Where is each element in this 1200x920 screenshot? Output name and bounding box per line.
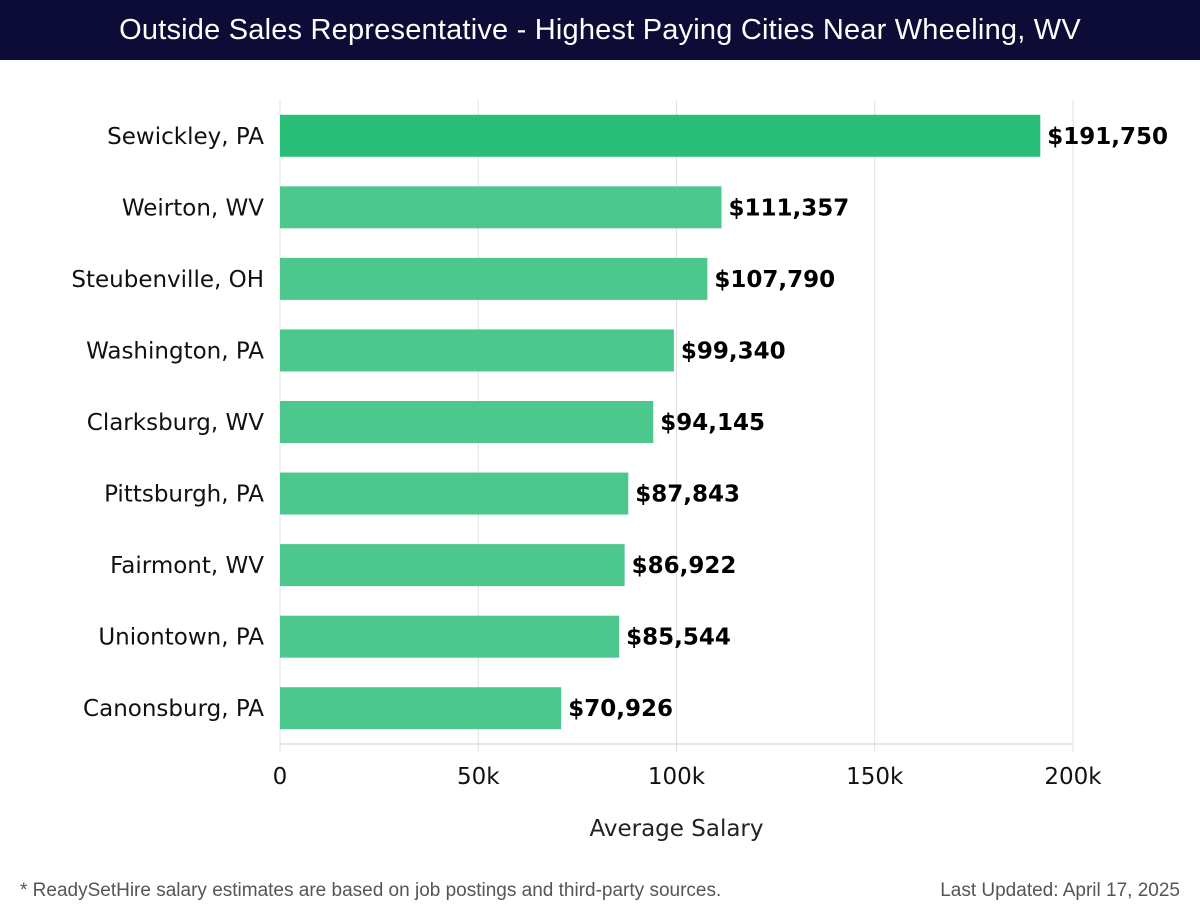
value-label: $86,922 [632,553,737,579]
x-tick-label: 150k [846,764,904,790]
category-label: Steubenville, OH [71,267,264,293]
footnote: * ReadySetHire salary estimates are base… [20,880,722,901]
bar [280,114,1041,157]
bar [280,687,562,730]
value-label: $191,750 [1047,124,1168,150]
value-label: $99,340 [681,338,786,364]
bar [280,544,625,587]
category-label: Washington, PA [86,338,264,364]
bar [280,257,708,300]
bar [280,329,674,372]
category-label: Clarksburg, WV [87,410,264,436]
x-tick-label: 200k [1044,764,1102,790]
category-label: Sewickley, PA [107,124,264,150]
value-label: $87,843 [635,482,740,508]
category-label: Weirton, WV [122,195,264,221]
bar [280,615,620,658]
value-label: $94,145 [660,410,765,436]
bar [280,472,629,515]
bar-chart: Sewickley, PA $191,750 Weirton, WV $111,357… [71,100,1168,842]
value-label: $70,926 [568,696,673,722]
x-tick-label: 100k [648,764,706,790]
chart-title: Outside Sales Representative - Highest P… [0,0,1200,60]
category-label: Pittsburgh, PA [104,482,264,508]
value-label: $107,790 [714,267,835,293]
x-tick-label: 0 [273,764,288,790]
category-label: Fairmont, WV [110,553,264,579]
value-label: $111,357 [729,195,850,221]
x-tick-label: 50k [457,764,500,790]
last-updated: Last Updated: April 17, 2025 [940,880,1180,901]
x-axis-title: Average Salary [589,816,763,842]
category-label: Canonsburg, PA [83,696,264,722]
bar [280,401,654,443]
value-label: $85,544 [626,625,731,651]
category-label: Uniontown, PA [98,625,264,651]
bar [280,186,722,229]
